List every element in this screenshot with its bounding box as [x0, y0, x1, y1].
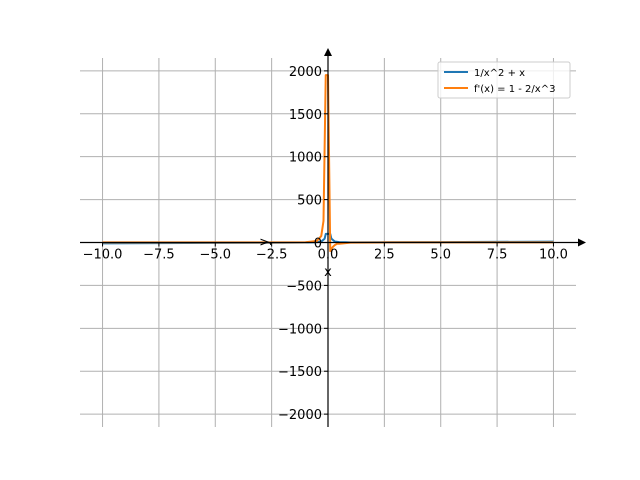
legend-label-series-1: 1/x^2 + x — [474, 68, 525, 79]
x-tick-label: 10.0 — [539, 248, 568, 263]
y-tick-label: 1500 — [289, 108, 322, 123]
y-axis-label: y — [257, 238, 272, 246]
x-tick-label: 0.0 — [318, 248, 339, 263]
y-tick-label: −500 — [286, 279, 322, 294]
y-axis-arrow — [324, 48, 332, 56]
y-tick-label: 0 — [314, 237, 322, 252]
x-tick-label: −5.0 — [199, 248, 231, 263]
legend-frame — [437, 61, 571, 99]
y-tick-label: 1000 — [289, 151, 322, 166]
axes — [80, 48, 586, 427]
x-tick-label: −2.5 — [256, 248, 288, 263]
x-tick-label: 7.5 — [487, 248, 508, 263]
legend: 1/x^2 + x f'(x) = 1 - 2/x^3 — [437, 61, 571, 99]
x-tick-label: −7.5 — [143, 248, 175, 263]
x-axis-label: x — [324, 265, 332, 280]
x-tick-label: 2.5 — [374, 248, 395, 263]
y-tick-label: −2000 — [278, 408, 322, 423]
x-tick-label: 5.0 — [430, 248, 451, 263]
x-tick-label: −10.0 — [83, 248, 123, 263]
x-axis-arrow — [578, 238, 586, 247]
y-tick-label: 500 — [297, 194, 322, 209]
y-tick-label: 2000 — [289, 65, 322, 80]
y-tick-label: −1000 — [278, 322, 322, 337]
legend-label-series-2: f'(x) = 1 - 2/x^3 — [474, 84, 555, 95]
y-tick-label: −1500 — [278, 365, 322, 380]
tick-labels: −10.0 −7.5 −5.0 −2.5 0.0 2.5 5.0 7.5 10.0 −2000 −1… — [83, 65, 568, 423]
